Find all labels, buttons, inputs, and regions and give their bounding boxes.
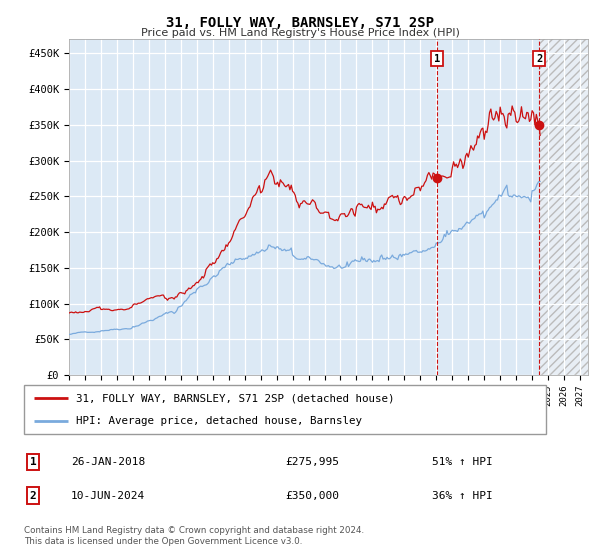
Text: 2: 2 [29,491,37,501]
Text: 31, FOLLY WAY, BARNSLEY, S71 2SP: 31, FOLLY WAY, BARNSLEY, S71 2SP [166,16,434,30]
Text: 31, FOLLY WAY, BARNSLEY, S71 2SP (detached house): 31, FOLLY WAY, BARNSLEY, S71 2SP (detach… [76,394,395,403]
Text: 26-JAN-2018: 26-JAN-2018 [71,457,145,467]
Text: Price paid vs. HM Land Registry's House Price Index (HPI): Price paid vs. HM Land Registry's House … [140,28,460,38]
Text: £275,995: £275,995 [285,457,339,467]
Text: £350,000: £350,000 [285,491,339,501]
Bar [539,39,588,375]
Text: 2: 2 [536,54,542,63]
Text: Contains HM Land Registry data © Crown copyright and database right 2024.
This d: Contains HM Land Registry data © Crown c… [24,526,364,546]
Text: 36% ↑ HPI: 36% ↑ HPI [431,491,493,501]
Text: 1: 1 [434,54,440,63]
FancyBboxPatch shape [24,385,546,434]
Text: 51% ↑ HPI: 51% ↑ HPI [431,457,493,467]
Text: 1: 1 [29,457,37,467]
Text: 10-JUN-2024: 10-JUN-2024 [71,491,145,501]
Text: HPI: Average price, detached house, Barnsley: HPI: Average price, detached house, Barn… [76,416,362,426]
